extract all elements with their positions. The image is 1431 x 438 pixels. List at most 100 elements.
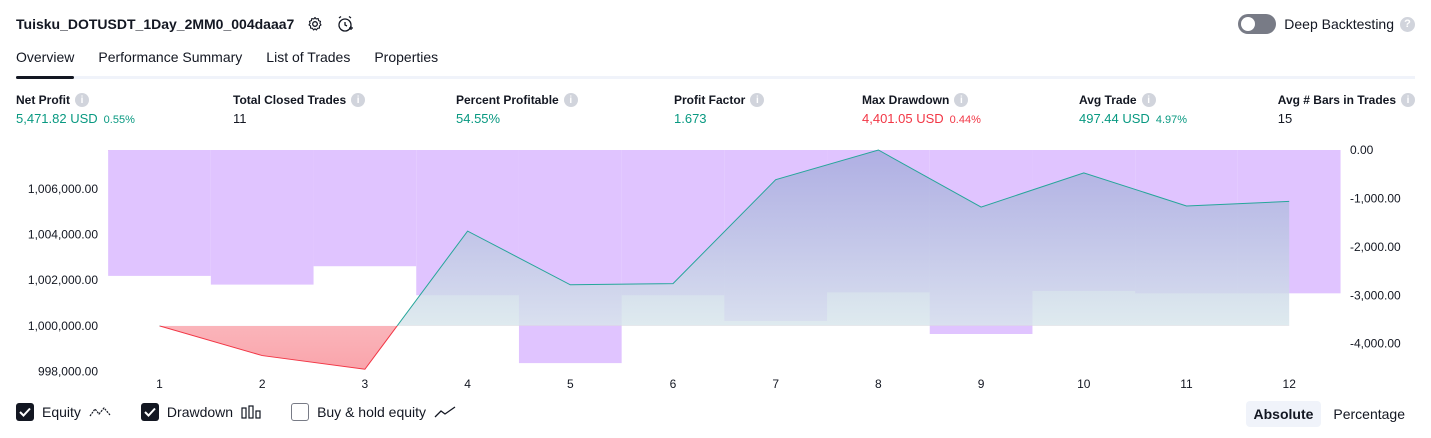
metric-value: 497.44 USD 4.97%	[1079, 111, 1187, 126]
metric-label: Max Drawdown i	[862, 93, 981, 107]
deep-backtesting-control: Deep Backtesting ?	[1238, 14, 1415, 34]
metric-value-text: 15	[1277, 111, 1293, 126]
metric-label-text: Max Drawdown	[862, 93, 950, 107]
metric-percent: 4.97%	[1155, 114, 1188, 126]
info-icon[interactable]: i	[954, 93, 969, 107]
metric-percent: 0.55%	[103, 114, 135, 126]
help-icon[interactable]: ?	[1400, 16, 1415, 32]
legend-buy-hold-equity[interactable]: Buy & hold equity	[291, 403, 456, 421]
legend-equity[interactable]: Equity	[16, 403, 111, 421]
buy-hold-line-icon	[434, 405, 456, 419]
y-left-tick-label: 1,004,000.00	[28, 228, 98, 242]
x-tick-label: 9	[978, 377, 985, 391]
legend-label: Drawdown	[166, 404, 234, 420]
info-icon[interactable]: i	[351, 93, 366, 107]
drawdown-bar	[210, 150, 314, 285]
metric-label: Avg # Bars in Trades i	[1278, 93, 1415, 107]
x-tick-label: 12	[1283, 377, 1297, 391]
metric-label-text: Avg Trade	[1079, 93, 1137, 107]
legend-label: Equity	[42, 404, 81, 420]
equity-line	[159, 149, 1290, 326]
metric-label-text: Total Closed Trades	[233, 93, 347, 107]
metric-value: 5,471.82 USD 0.55%	[16, 111, 135, 126]
tab-properties[interactable]: Properties	[374, 49, 439, 65]
y-left-tick-label: 1,006,000.00	[28, 182, 98, 196]
strategy-header: Tuisku_DOTUSDT_1Day_2MM0_004daaa7 Deep B…	[16, 11, 1415, 37]
info-icon[interactable]: i	[1401, 93, 1415, 107]
equity-area-below	[159, 325, 1290, 370]
drawdown-bars-icon	[241, 405, 261, 419]
legend-drawdown[interactable]: Drawdown	[140, 403, 261, 421]
metric-value-text: 54.55%	[456, 111, 501, 126]
metric-value: 4,401.05 USD 0.44%	[862, 111, 981, 126]
deep-backtesting-toggle[interactable]	[1238, 14, 1277, 34]
metric-profit-factor: Profit Factor i 1.673	[674, 93, 765, 126]
x-tick-label: 1	[156, 377, 163, 391]
metric-value: 15	[1278, 111, 1415, 126]
metric-label-text: Percent Profitable	[456, 93, 559, 107]
metric-label: Profit Factor i	[674, 93, 765, 107]
metric-net-profit: Net Profit i 5,471.82 USD 0.55%	[16, 93, 135, 126]
y-left-tick-label: 1,000,000.00	[28, 319, 98, 333]
x-tick-label: 6	[670, 377, 677, 391]
metric-value: 11	[233, 111, 365, 126]
metric-value: 54.55%	[456, 111, 578, 126]
x-tick-label: 2	[259, 377, 266, 391]
y-right-tick-label: 0.00	[1350, 143, 1374, 157]
settings-icon[interactable]	[306, 15, 324, 33]
metric-percent-profitable: Percent Profitable i 54.55%	[456, 93, 578, 126]
tab-performance-summary[interactable]: Performance Summary	[98, 49, 243, 65]
info-icon[interactable]: i	[750, 93, 765, 107]
y-left-tick-label: 998,000.00	[38, 365, 98, 379]
metric-avg-bars-in-trades: Avg # Bars in Trades i 15	[1278, 93, 1415, 126]
metric-avg-trade: Avg Trade i 497.44 USD 4.97%	[1079, 93, 1187, 126]
legend-checkbox[interactable]	[140, 403, 159, 421]
y-left-tick-label: 1,002,000.00	[28, 273, 98, 287]
y-right-tick-label: -4,000.00	[1350, 337, 1401, 351]
metric-value-text: 497.44 USD	[1079, 111, 1150, 126]
mode-absolute-button[interactable]: Absolute	[1245, 401, 1322, 427]
y-right-tick-label: -1,000.00	[1350, 191, 1401, 205]
info-icon[interactable]: i	[75, 93, 89, 107]
info-icon[interactable]: i	[563, 93, 578, 107]
y-right-tick-label: -2,000.00	[1350, 240, 1401, 254]
legend-checkbox[interactable]	[291, 403, 310, 421]
equity-area-above	[397, 150, 1290, 326]
equity-drawdown-chart: 1,006,000.00 1,004,000.00 1,002,000.00 1,00…	[28, 143, 1401, 391]
metric-label: Total Closed Trades i	[233, 93, 366, 107]
chart-legend: Equity Drawdown Buy & hold equity	[16, 403, 486, 421]
tab-overview[interactable]: Overview	[16, 44, 75, 79]
tab-list-of-trades[interactable]: List of Trades	[266, 49, 351, 65]
drawdown-bar	[313, 150, 417, 267]
equity-line-loss	[159, 325, 398, 370]
display-mode-switch: Absolute Percentage	[1242, 401, 1414, 427]
metric-label-text: Avg # Bars in Trades	[1277, 93, 1396, 107]
deep-backtesting-label: Deep Backtesting	[1284, 16, 1394, 32]
metric-value-text: 11	[233, 111, 247, 126]
metric-value-text: 1.673	[674, 111, 707, 126]
x-tick-label: 7	[772, 377, 779, 391]
add-alert-icon[interactable]	[336, 15, 354, 33]
metric-value-text: 5,471.82 USD	[16, 111, 98, 126]
metric-label: Net Profit i	[16, 93, 135, 107]
x-tick-label: 8	[875, 377, 882, 391]
equity-line-icon	[89, 405, 111, 419]
drawdown-bar	[108, 150, 211, 276]
strategy-name: Tuisku_DOTUSDT_1Day_2MM0_004daaa7	[16, 16, 295, 32]
legend-checkbox[interactable]	[16, 403, 34, 421]
info-icon[interactable]: i	[1141, 93, 1156, 107]
metric-max-drawdown: Max Drawdown i 4,401.05 USD 0.44%	[862, 93, 981, 126]
metric-label: Avg Trade i	[1079, 93, 1187, 107]
mode-percentage-button[interactable]: Percentage	[1333, 406, 1405, 422]
x-tick-label: 4	[464, 377, 471, 391]
x-tick-label: 11	[1180, 377, 1193, 391]
legend-label: Buy & hold equity	[317, 404, 427, 420]
metric-total-closed-trades: Total Closed Trades i 11	[233, 93, 366, 126]
x-tick-label: 3	[362, 377, 369, 391]
y-right-tick-label: -3,000.00	[1350, 288, 1401, 302]
metric-label-text: Profit Factor	[674, 93, 746, 107]
metric-value-text: 4,401.05 USD	[862, 111, 944, 126]
drawdown-bar	[518, 150, 622, 364]
tab-bar: Overview Performance Summary List of Trade…	[16, 44, 1415, 79]
metric-label: Percent Profitable i	[456, 93, 578, 107]
